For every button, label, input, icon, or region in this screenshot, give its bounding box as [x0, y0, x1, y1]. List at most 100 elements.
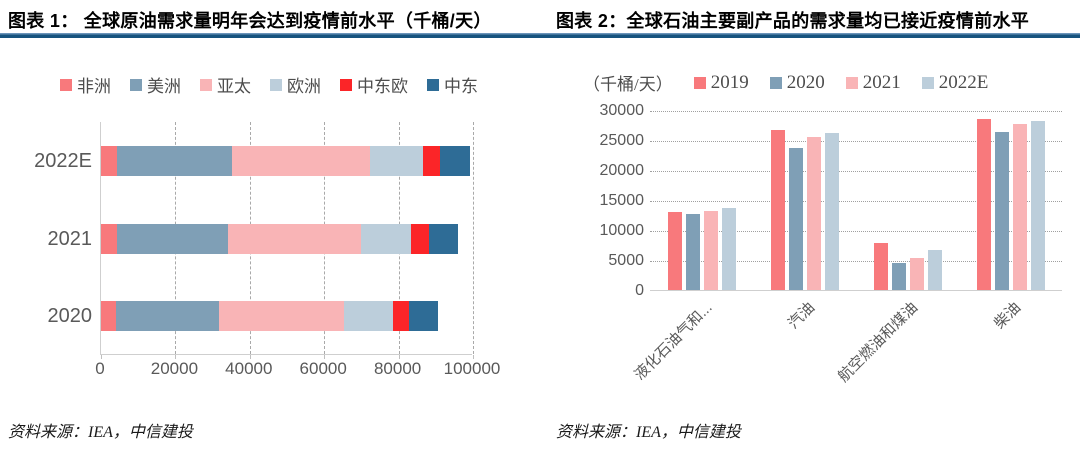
bar-segment-亚太-2021 [227, 223, 361, 254]
bar-segment-中东-2020 [408, 301, 438, 332]
legend-label: 2020 [786, 71, 825, 93]
bar-segment-欧洲-2021 [360, 223, 412, 254]
bar-segment-亚太-2020 [219, 301, 345, 332]
bar-2022E-液化石油气和... [721, 207, 736, 290]
bar-segment-非洲-2021 [101, 223, 117, 254]
bar-segment-美洲-2020 [115, 301, 220, 332]
bar-group [856, 110, 959, 290]
bar-2020-汽油 [788, 148, 803, 290]
bar-segment-亚太-2022E [232, 145, 371, 176]
x-tick-label: 80000 [373, 359, 422, 378]
legend-swatch [60, 78, 72, 91]
x-category-label: 汽油 [785, 299, 819, 333]
gridline-horizontal [650, 201, 1062, 202]
figure2-category-axis: 液化石油气和... 汽油 航空燃油和煤油 柴油 [631, 297, 1062, 412]
bar-segment-中东欧-2021 [411, 223, 429, 254]
bar-2021-航空燃油和煤油 [909, 258, 924, 290]
axis-tick [249, 355, 251, 359]
bar-segment-美洲-2021 [116, 223, 228, 254]
bar-2022E-航空燃油和煤油 [927, 250, 942, 290]
y-category-label: 2021 [47, 227, 93, 250]
axis-tick [101, 355, 102, 359]
legend-swatch [693, 76, 706, 89]
legend-swatch [130, 78, 142, 91]
bar-segment-中东欧-2020 [392, 301, 409, 332]
gridline-horizontal [650, 111, 1062, 112]
x-category-label: 航空燃油和煤油 [835, 299, 922, 386]
bar-2022E-汽油 [824, 132, 839, 290]
legend-swatch [427, 78, 439, 91]
y-tick-label: 0 [635, 282, 644, 299]
axis-tick [473, 355, 474, 359]
legend-label: 2019 [710, 71, 749, 93]
bar-2020-液化石油气和... [685, 214, 700, 290]
legend-label: 亚太 [217, 77, 251, 96]
legend-item: 中东 [427, 72, 478, 97]
bar-row [101, 223, 458, 254]
y-category-label: 2020 [47, 305, 93, 328]
legend-item: 2021 [845, 71, 901, 94]
x-tick-label: 60000 [299, 359, 347, 378]
axis-tick [398, 355, 400, 359]
legend-label: 中东欧 [357, 77, 408, 96]
legend-item: 美洲 [130, 72, 181, 97]
bar-2020-航空燃油和煤油 [891, 263, 906, 290]
bar-segment-中东-2022E [440, 145, 471, 176]
figure2-y-axis: 0 5000 10000 15000 20000 25000 30000 [556, 102, 645, 299]
y-tick-label: 10000 [599, 222, 645, 239]
bar-segment-美洲-2022E [116, 145, 233, 176]
legend-item: 欧洲 [270, 72, 321, 97]
gridline-horizontal [650, 261, 1062, 262]
figure1-source: 资料来源：IEA，中信建投 [8, 424, 193, 441]
bar-group [959, 110, 1062, 290]
figure2-source: 资料来源：IEA，中信建投 [556, 424, 741, 441]
figure2-unit-label: （千桶/天） [583, 75, 673, 94]
figure2-title: 图表 2：全球石油主要副产品的需求量均已接近疫情前水平 [556, 11, 1030, 31]
legend-swatch [200, 78, 212, 91]
bar-row [101, 301, 438, 332]
bar-segment-非洲-2022E [101, 145, 117, 176]
y-tick-label: 20000 [599, 162, 645, 179]
bar-segment-中东-2021 [428, 223, 458, 254]
bar-segment-欧洲-2022E [370, 145, 423, 176]
bar-2021-汽油 [806, 137, 821, 290]
bar-2019-柴油 [976, 119, 991, 290]
y-tick-label: 5000 [608, 252, 644, 269]
legend-swatch [921, 76, 934, 89]
x-category-label: 柴油 [991, 299, 1025, 333]
x-tick-label: 100000 [443, 359, 501, 378]
legend-item: 2020 [769, 71, 825, 94]
figure1-title: 图表 1： 全球原油需求量明年会达到疫情前水平（千桶/天） [8, 11, 492, 31]
legend-item: 中东欧 [340, 72, 408, 97]
legend-label: 中东 [444, 77, 478, 96]
legend-item: 2019 [693, 71, 749, 94]
bar-2020-柴油 [994, 132, 1009, 290]
legend-label: 美洲 [147, 77, 181, 96]
axis-tick [324, 355, 326, 359]
y-tick-label: 15000 [599, 192, 645, 209]
bar-segment-非洲-2020 [101, 301, 116, 332]
bar-2022E-柴油 [1030, 121, 1045, 290]
legend-item: 亚太 [200, 72, 251, 97]
legend-swatch [270, 78, 282, 91]
figure1-x-axis: 0 20000 40000 60000 80000 100000 [95, 359, 500, 381]
gridline-horizontal [650, 171, 1062, 172]
bar-group [753, 110, 856, 290]
bar-2019-液化石油气和... [667, 212, 682, 290]
y-category-label: 2022E [34, 149, 92, 172]
gridline-horizontal [650, 141, 1062, 142]
figure1-category-axis: 2022E 2021 2020 [14, 122, 92, 355]
legend-swatch [340, 78, 352, 91]
bar-2019-航空燃油和煤油 [873, 242, 888, 290]
bar-2019-汽油 [770, 129, 785, 290]
legend-swatch [845, 76, 858, 89]
y-tick-label: 25000 [599, 132, 645, 149]
legend-label: 非洲 [77, 77, 111, 96]
legend-label: 2021 [862, 71, 901, 93]
figure2-legend: （千桶/天） 2019 2020 2021 2022E [583, 70, 988, 95]
gridline-vertical [473, 122, 474, 354]
x-tick-label: 40000 [225, 359, 273, 378]
bar-row [101, 145, 471, 176]
legend-swatch [769, 76, 782, 89]
